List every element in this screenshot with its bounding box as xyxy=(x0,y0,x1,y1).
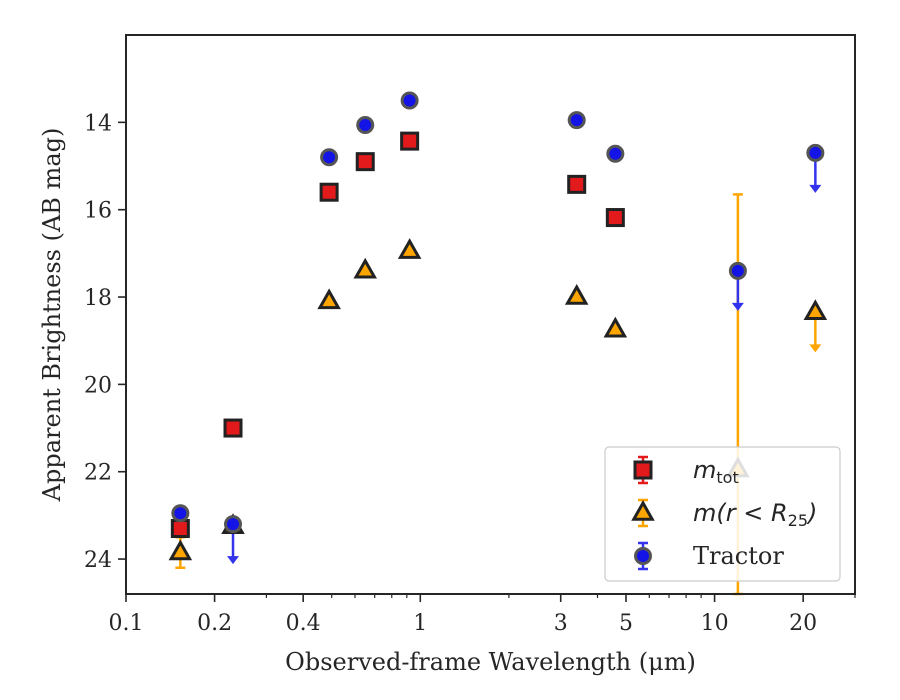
chart-axes: 0.1 0.2 0.4 1 3 5 10 20 14 16 18 20 22 24 xyxy=(84,111,856,636)
tractor-circle-marker xyxy=(356,115,375,134)
r25-triangle-marker xyxy=(168,539,193,561)
tractor-circle-marker xyxy=(567,111,586,130)
y-tick-label: 18 xyxy=(84,286,112,311)
x-tick-label: 0.2 xyxy=(197,611,232,636)
legend-label: m(r < R25) xyxy=(693,499,817,530)
tot-square-marker xyxy=(355,152,375,172)
legend-label: mtot xyxy=(693,456,739,487)
tot-square-marker xyxy=(567,174,587,194)
x-tick-label: 0.4 xyxy=(286,611,321,636)
tractor-circle-marker xyxy=(806,143,825,162)
y-tick-label: 24 xyxy=(84,548,112,573)
x-tick-label: 0.1 xyxy=(109,611,144,636)
tractor-circle-marker xyxy=(171,504,190,523)
upper-limit-arrowhead xyxy=(809,344,822,353)
legend-box xyxy=(604,446,841,582)
x-tick-label: 20 xyxy=(789,611,817,636)
tractor-circle-marker xyxy=(224,515,243,534)
r25-triangle-marker xyxy=(631,499,655,521)
legend: mtot m(r < R25) Tractor xyxy=(604,446,841,582)
r25-triangle-marker xyxy=(803,299,828,321)
r25-triangle-marker xyxy=(603,316,628,338)
tot-square-marker xyxy=(400,131,420,151)
tot-square-marker xyxy=(633,460,653,480)
chart-marks xyxy=(168,91,828,596)
y-tick-label: 22 xyxy=(84,461,112,486)
r25-triangle-marker xyxy=(564,283,589,305)
series-markers-0 xyxy=(170,131,625,538)
tot-square-marker xyxy=(223,418,243,438)
series-markers-2 xyxy=(171,91,825,534)
tractor-circle-marker xyxy=(606,144,625,163)
upper-limit-arrowhead xyxy=(809,184,822,193)
x-tick-label: 1 xyxy=(413,611,427,636)
tot-square-marker xyxy=(605,208,625,228)
tractor-circle-marker xyxy=(320,148,339,167)
upper-limit-arrowhead xyxy=(227,556,240,565)
tractor-circle-marker xyxy=(400,91,419,110)
r25-triangle-marker xyxy=(397,238,422,259)
tractor-circle-marker xyxy=(634,547,652,565)
y-tick-label: 14 xyxy=(84,111,112,136)
plot-frame xyxy=(125,34,856,595)
x-tick-label: 5 xyxy=(619,611,633,636)
y-tick-label: 16 xyxy=(84,199,112,224)
tot-square-marker xyxy=(319,182,339,202)
x-tick-label: 10 xyxy=(701,611,729,636)
y-tick-label: 20 xyxy=(84,373,112,398)
y-axis-title: Apparent Brightness (AB mag) xyxy=(38,128,66,503)
upper-limit-arrowhead xyxy=(731,302,744,311)
r25-triangle-marker xyxy=(353,257,378,279)
tractor-circle-marker xyxy=(728,261,747,280)
r25-triangle-marker xyxy=(317,288,341,310)
tot-square-marker xyxy=(170,518,190,538)
legend-label: Tractor xyxy=(693,542,784,570)
x-axis-title: Observed-frame Wavelength (μm) xyxy=(285,648,696,676)
x-tick-label: 3 xyxy=(554,611,568,636)
